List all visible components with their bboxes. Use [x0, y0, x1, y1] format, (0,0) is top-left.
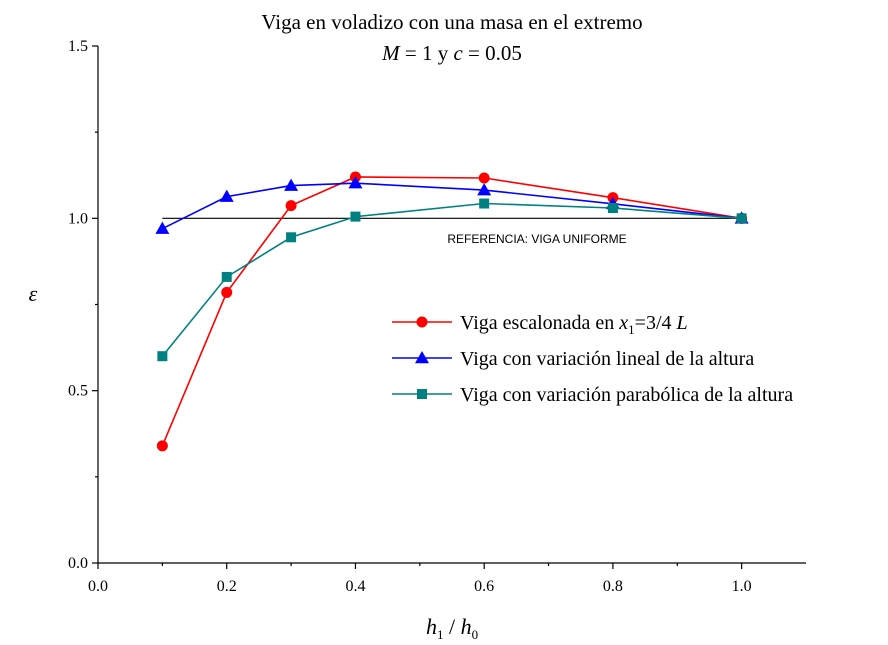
x-tick-label: 0.6	[474, 578, 494, 595]
x-tick-label: 0.2	[217, 578, 237, 595]
data-point-parabolica	[350, 211, 361, 222]
y-tick-label: 1.5	[68, 38, 88, 55]
y-tick-label: 0.5	[68, 383, 88, 400]
data-point-lineal	[477, 183, 492, 196]
data-point-parabolica	[157, 351, 168, 362]
series-layer	[155, 171, 749, 452]
data-point-escalonada	[478, 172, 490, 184]
y-axis-label: ε	[29, 281, 38, 306]
axis-ticks	[92, 45, 743, 569]
legend-label-lineal: Viga con variación lineal de la altura	[460, 348, 754, 370]
x-tick-label: 1.0	[732, 578, 752, 595]
legend-marker-lineal	[415, 351, 429, 364]
legend: Viga escalonada en x1=3/4 L Viga con var…	[392, 312, 793, 406]
data-point-escalonada	[221, 286, 233, 298]
legend-marker-parabolica	[417, 389, 427, 399]
chart-title: Viga en voladizo con una masa en el extr…	[261, 10, 642, 34]
x-tick-label: 0.4	[345, 578, 365, 595]
legend-label-escalonada: Viga escalonada en x1=3/4 L	[460, 312, 688, 337]
data-point-parabolica	[221, 271, 232, 282]
axis-tick-labels: 0.0 0.2 0.4 0.6 0.8 1.0 0.0 0.5 1.0 1.5	[68, 38, 752, 595]
legend-label-parabolica: Viga con variación parabólica de la altu…	[460, 384, 793, 406]
y-tick-label: 0.0	[68, 555, 88, 572]
legend-marker-escalonada	[416, 316, 428, 328]
data-point-lineal	[155, 221, 170, 234]
data-point-parabolica	[286, 232, 297, 243]
data-point-lineal	[284, 178, 299, 191]
reference-label: REFERENCIA: VIGA UNIFORME	[447, 232, 626, 246]
series-line-lineal	[162, 182, 742, 230]
x-tick-label: 0.8	[603, 578, 623, 595]
y-tick-label: 1.0	[68, 210, 88, 227]
legend-markers	[392, 316, 452, 399]
data-point-parabolica	[607, 202, 618, 213]
data-point-lineal	[219, 189, 234, 202]
data-point-escalonada	[156, 440, 168, 452]
x-tick-label: 0.0	[88, 578, 108, 595]
data-point-lineal	[348, 176, 363, 189]
data-point-parabolica	[736, 213, 747, 224]
chart-subtitle: M = 1 y c = 0.05	[381, 41, 522, 65]
series-parabolica	[157, 198, 747, 362]
data-point-parabolica	[479, 198, 490, 209]
x-axis-label: h1 / h0	[426, 614, 478, 642]
data-point-escalonada	[285, 200, 297, 212]
